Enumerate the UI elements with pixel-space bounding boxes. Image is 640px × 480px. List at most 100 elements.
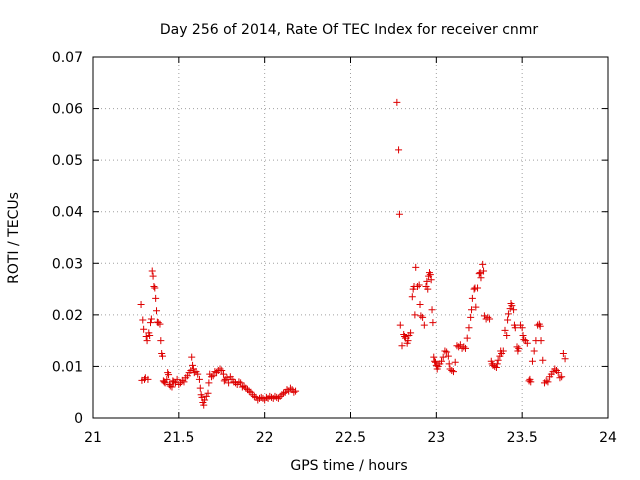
data-point-marker [476, 269, 484, 277]
data-point-marker [150, 282, 158, 290]
data-point-marker [426, 271, 434, 279]
tick-marks [92, 56, 609, 419]
data-point-marker [175, 380, 183, 388]
x-tick-labels: 21 21.5 22 22.5 23 23.5 24 [84, 430, 617, 446]
data-point-marker [444, 352, 452, 360]
data-point-marker [139, 316, 147, 324]
data-point-marker [492, 363, 500, 371]
data-point-marker [200, 401, 208, 409]
data-point-marker [423, 277, 431, 285]
data-point-marker [407, 329, 415, 337]
data-point-marker [472, 303, 480, 311]
data-point-marker [404, 337, 412, 345]
data-point-marker [463, 334, 471, 342]
data-point-marker [413, 282, 421, 290]
data-point-marker [408, 293, 416, 301]
data-point-marker [292, 387, 300, 395]
data-point-marker [429, 319, 437, 327]
y-tick-label: 0.05 [52, 153, 83, 169]
data-point-marker [144, 375, 152, 383]
data-point-marker [486, 315, 494, 323]
data-point-marker [396, 321, 404, 329]
data-point-marker [137, 301, 145, 309]
data-point-marker [221, 375, 229, 383]
data-point-marker [188, 353, 196, 361]
data-point-marker [467, 313, 475, 321]
data-point-marker [432, 361, 440, 369]
y-tick-label: 0.04 [52, 205, 83, 221]
data-point-marker [515, 344, 523, 352]
data-point-marker [280, 389, 288, 397]
data-point-marker [504, 316, 512, 324]
x-tick-label: 21 [84, 430, 102, 446]
data-point-marker [544, 378, 552, 386]
data-point-marker [450, 368, 457, 376]
y-tick-label: 0 [74, 411, 83, 427]
data-point-marker [204, 389, 212, 397]
data-point-marker [561, 355, 569, 363]
data-point-marker [558, 373, 566, 381]
y-tick-label: 0.07 [52, 50, 83, 66]
data-point-marker [166, 382, 174, 390]
data-point-marker [439, 353, 447, 361]
data-point-marker [519, 331, 527, 339]
data-point-marker [506, 305, 514, 313]
data-point-marker [195, 375, 203, 383]
data-point-marker [401, 333, 409, 341]
data-point-marker [453, 342, 461, 350]
data-point-marker [527, 378, 535, 386]
data-point-marker [424, 285, 432, 293]
data-point-marker [153, 307, 161, 315]
x-tick-label: 22 [256, 430, 274, 446]
data-point-marker [285, 387, 293, 395]
data-point-marker [173, 375, 181, 383]
data-point-marker [493, 360, 501, 368]
data-point-marker [202, 392, 210, 400]
data-point-marker [393, 98, 401, 106]
data-point-marker [151, 284, 159, 292]
data-point-marker [146, 331, 154, 339]
data-point-marker [479, 260, 487, 268]
data-point-marker [419, 313, 427, 321]
data-point-marker [415, 281, 423, 289]
data-point-marker [190, 369, 198, 377]
y-tick-label: 0.02 [52, 308, 83, 324]
data-point-marker [462, 344, 470, 352]
data-point-marker [412, 263, 420, 271]
data-point-marker [416, 301, 424, 309]
data-point-marker [474, 284, 482, 292]
data-point-marker [154, 319, 162, 327]
data-point-marker [465, 324, 473, 332]
data-point-marker [437, 357, 445, 365]
data-point-marker [140, 325, 148, 333]
data-point-marker [537, 337, 545, 345]
data-point-marker [183, 372, 191, 380]
data-point-marker [398, 342, 406, 350]
y-tick-label: 0.01 [52, 359, 83, 375]
data-point-marker [163, 375, 171, 383]
data-point-marker [443, 348, 451, 356]
data-point-marker [530, 347, 538, 355]
data-point-marker [480, 267, 488, 275]
data-point-marker [219, 370, 227, 378]
data-point-marker [223, 374, 231, 382]
data-point-marker [276, 392, 284, 400]
data-point-marker [528, 357, 536, 365]
grid-lines [93, 57, 608, 418]
x-tick-label: 21.5 [163, 430, 194, 446]
data-point-marker [165, 371, 173, 379]
data-point-marker [556, 374, 564, 382]
data-point-marker [511, 324, 519, 332]
data-point-marker [484, 313, 492, 321]
data-point-marker [504, 310, 512, 318]
data-point-marker [468, 294, 476, 302]
data-point-marker [451, 358, 459, 366]
data-point-marker [395, 210, 403, 218]
data-point-marker [431, 357, 439, 365]
data-point-marker [189, 361, 197, 369]
data-point-marker [290, 388, 298, 396]
data-point-marker [180, 378, 188, 386]
data-point-marker [428, 306, 436, 314]
data-point-marker [148, 267, 156, 275]
data-point-marker [159, 352, 167, 360]
